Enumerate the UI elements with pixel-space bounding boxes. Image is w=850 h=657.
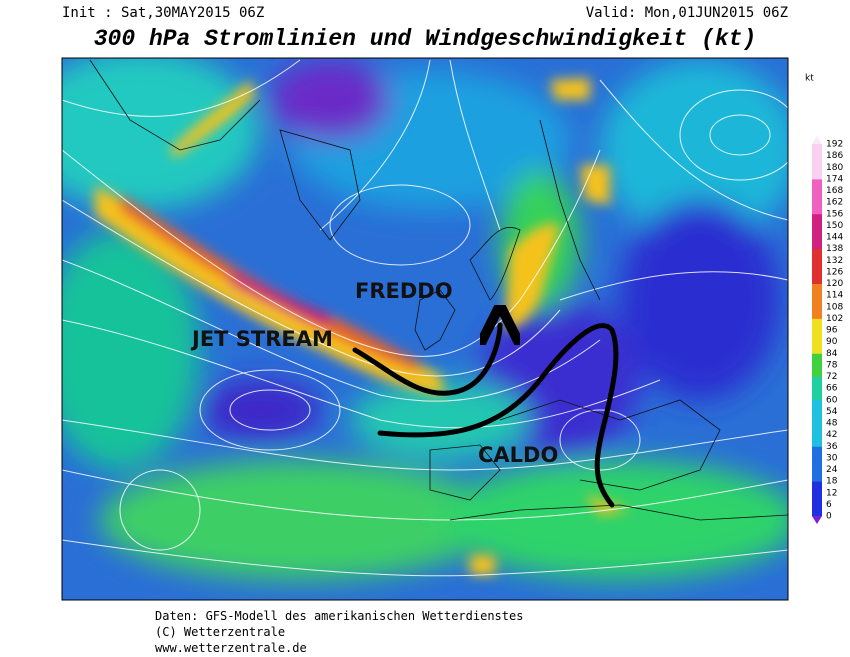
colorbar-tip [812,136,822,144]
colorbar-tick-label: 138 [826,244,843,254]
colorbar-tick-label: 102 [826,314,843,324]
colorbar-tick-label: 48 [826,419,838,429]
colorbar-tick-label: 168 [826,186,843,196]
colorbar-tick-label: 150 [826,221,843,231]
colorbar-tick-label: 42 [826,430,837,440]
colorbar-segment [812,388,822,401]
colorbar-segment [812,341,822,354]
colorbar-segment [812,295,822,308]
colorbar-segment [812,364,822,377]
colorbar-segment [812,248,822,261]
footer-copyright: (C) Wetterzentrale [155,625,285,639]
colorbar-tick-label: 186 [826,151,843,161]
colorbar-segment [812,213,822,226]
colorbar-segment [812,155,822,168]
valid-time: Valid: Mon,01JUN2015 06Z [586,5,788,21]
map-frame [61,57,789,601]
colorbar-tick-label: 156 [826,209,843,219]
colorbar-segment [812,353,822,366]
warm-label: CALDO [478,443,558,467]
colorbar-segment [812,237,822,250]
colorbar-tick-label: 192 [826,140,843,150]
colorbar-tick-label: 72 [826,372,837,382]
colorbar-tick-label: 108 [826,302,843,312]
colorbar-segment [812,399,822,412]
colorbar-segment [812,492,822,505]
colorbar-segment [812,178,822,191]
colorbar-tick-label: 90 [826,337,838,347]
colorbar-segment [812,306,822,319]
colorbar-tick-label: 120 [826,279,843,289]
footer-url: www.wetterzentrale.de [155,641,307,655]
colorbar-tick-label: 144 [826,233,843,243]
colorbar-segment [812,423,822,436]
cold-label: FREDDO [355,279,453,303]
colorbar-tick-label: 18 [826,477,838,487]
colorbar-segment [812,283,822,296]
colorbar-tick-label: 24 [826,465,838,475]
colorbar-tick-label: 0 [826,512,832,522]
colorbar-tick-label: 132 [826,256,843,266]
colorbar-tick-label: 12 [826,488,837,498]
colorbar-tick-label: 126 [826,267,843,277]
colorbar-segment [812,202,822,215]
colorbar-tick-label: 30 [826,453,838,463]
colorbar-segment [812,446,822,459]
map [62,58,788,600]
arrows [352,325,619,508]
jet-label: JET STREAM [190,327,333,351]
colorbar-segment [812,330,822,343]
streamlines [62,59,788,577]
colorbar-segment [812,190,822,203]
colorbar-tick-label: 54 [826,407,838,417]
colorbar-segment [812,225,822,238]
colorbar-tick-label: 60 [826,395,838,405]
colorbar-segment [812,260,822,273]
colorbar-tick-label: 174 [826,174,843,184]
coastlines [89,59,788,521]
colorbar-tick-label: 180 [826,163,843,173]
colorbar-tick-label: 66 [826,384,838,394]
colorbar-segment [812,144,822,157]
colorbar-segment [812,469,822,482]
colorbar-tick-label: 96 [826,326,838,336]
colorbar-tick-label: 114 [826,291,843,301]
colorbar-tick-label: 78 [826,360,838,370]
colorbar-tick-label: 84 [826,349,838,359]
legend-unit: kt [805,74,814,84]
footer-source: Daten: GFS-Modell des amerikanischen Wet… [155,609,523,623]
colorbar-segment [812,411,822,424]
colorbar-segment [812,504,822,517]
init-time: Init : Sat,30MAY2015 06Z [62,5,264,21]
colorbar-segment [812,434,822,447]
colorbar-segment [812,167,822,180]
colorbar-segment [812,318,822,331]
colorbar-tick-label: 36 [826,442,838,452]
colorbar-tip [812,516,822,524]
colorbar-segment [812,271,822,284]
colorbar-tick-label: 6 [826,500,832,510]
colorbar-segment [812,376,822,389]
colorbar-segment [812,481,822,494]
colorbar-tick-label: 162 [826,198,843,208]
colorbar-segment [812,457,822,470]
map-title: 300 hPa Stromlinien und Windgeschwindigk… [94,26,757,52]
